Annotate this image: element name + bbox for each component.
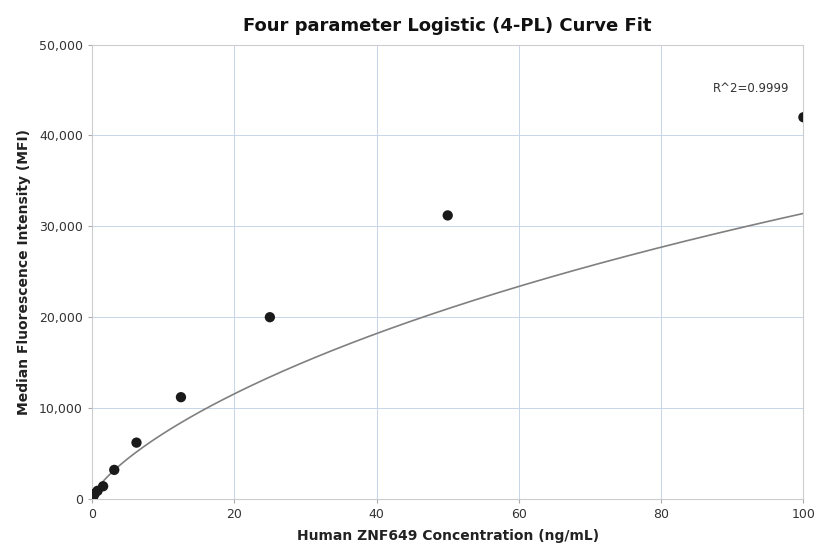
Point [130,438,143,447]
Point [97,482,110,491]
Point [441,211,454,220]
Point [91,486,104,495]
Title: Four parameter Logistic (4-PL) Curve Fit: Four parameter Logistic (4-PL) Curve Fit [244,17,652,35]
Point [174,393,187,402]
Point [88,489,102,498]
Point [797,113,810,122]
Y-axis label: Median Fluorescence Intensity (MFI): Median Fluorescence Intensity (MFI) [17,129,31,415]
Point [263,312,276,321]
Point [107,465,121,474]
Point [87,492,100,501]
X-axis label: Human ZNF649 Concentration (ng/mL): Human ZNF649 Concentration (ng/mL) [297,529,599,543]
Text: R^2=0.9999: R^2=0.9999 [713,82,790,95]
